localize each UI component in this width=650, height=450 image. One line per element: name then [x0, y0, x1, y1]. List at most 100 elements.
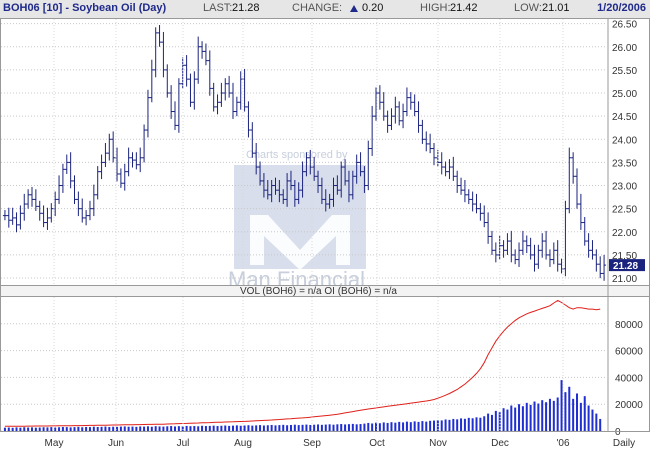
price-bar — [493, 242, 498, 263]
volume-bar — [301, 424, 304, 431]
volume-bar — [181, 426, 184, 431]
price-bar — [439, 152, 444, 175]
high-label: HIGH: — [420, 2, 451, 14]
price-tick-label: 25.50 — [612, 66, 637, 77]
price-bar — [192, 71, 197, 110]
price-bar — [273, 177, 278, 195]
low-label: LOW: — [514, 2, 542, 14]
volume-bar — [208, 425, 211, 431]
price-bar — [544, 230, 549, 260]
price-bar — [416, 101, 421, 133]
volume-bar — [85, 426, 88, 431]
volume-bar — [394, 422, 397, 431]
volume-bar — [189, 426, 192, 431]
price-bar — [68, 152, 73, 189]
volume-bar — [255, 425, 258, 431]
volume-panel-title: VOL (BOH6) = n/a OI (BOH6) = n/a — [240, 286, 397, 297]
price-bar — [598, 256, 603, 279]
month-label: Oct — [369, 438, 385, 449]
price-bar — [590, 240, 595, 260]
month-label: Sep — [303, 438, 321, 449]
price-bar — [288, 170, 293, 191]
date-axis: May Jun Jul Aug Sep Oct Nov Dec '06 Daily — [45, 19, 635, 449]
price-bar — [265, 179, 270, 200]
volume-bar — [456, 419, 459, 431]
price-bar — [397, 101, 402, 126]
volume-bar — [154, 426, 157, 431]
volume-bar — [228, 425, 231, 431]
price-bar — [489, 230, 494, 255]
price-bar — [281, 189, 286, 205]
price-bar — [6, 207, 11, 228]
volume-bar — [502, 408, 505, 431]
price-bar — [130, 152, 135, 168]
volume-bar — [309, 424, 312, 431]
volume-bar — [340, 424, 343, 431]
price-bar — [428, 133, 433, 154]
volume-bar — [367, 422, 370, 431]
price-bar — [300, 161, 305, 198]
up-arrow-icon — [350, 5, 358, 12]
price-bar — [261, 173, 266, 198]
price-bar — [547, 249, 552, 267]
volume-bar — [127, 426, 130, 431]
price-bar — [246, 101, 251, 138]
volume-bar — [96, 426, 99, 431]
volume-bar — [525, 402, 528, 431]
month-label: Jun — [108, 438, 124, 449]
volume-axis: 0 20000 40000 60000 80000 — [615, 320, 643, 438]
price-bar — [304, 152, 309, 177]
volume-bar — [177, 426, 180, 431]
high-value: 21.42 — [450, 2, 478, 14]
volume-bar — [30, 427, 33, 431]
price-bar — [362, 166, 367, 193]
volume-bar — [235, 425, 238, 431]
volume-bar — [413, 421, 416, 431]
volume-bar — [375, 422, 378, 431]
price-bar — [459, 177, 464, 195]
volume-bar — [185, 425, 188, 431]
volume-bar — [162, 426, 165, 431]
volume-bar — [7, 427, 10, 431]
volume-bar — [398, 421, 401, 431]
volume-bar — [77, 426, 80, 431]
price-bar — [18, 205, 23, 230]
price-bar — [312, 156, 317, 181]
volume-bar — [587, 405, 590, 431]
month-label: '06 — [556, 438, 569, 449]
price-bar — [319, 177, 324, 205]
price-bar — [381, 92, 386, 121]
price-bar — [138, 147, 143, 173]
volume-bar — [239, 425, 242, 431]
volume-bar — [506, 409, 509, 431]
volume-bar — [579, 402, 582, 431]
volume-bar — [564, 392, 567, 431]
price-bar — [540, 233, 545, 258]
price-bar — [14, 212, 19, 233]
volume-bar — [576, 393, 579, 431]
price-bar — [343, 159, 348, 186]
price-bar — [215, 94, 220, 115]
volume-bar — [305, 424, 308, 431]
volume-bar — [278, 425, 281, 431]
volume-bar — [274, 425, 277, 431]
price-bar — [532, 244, 537, 272]
price-bar — [478, 203, 483, 221]
volume-tick-label: 80000 — [615, 320, 643, 331]
volume-bar — [537, 403, 540, 431]
volume-bar — [104, 426, 107, 431]
price-tick-label: 26.00 — [612, 43, 637, 54]
price-bar — [173, 101, 178, 131]
volume-bar — [548, 398, 551, 431]
price-tick-label: 26.50 — [612, 20, 637, 31]
volume-bar — [193, 426, 196, 431]
volume-bar — [88, 427, 91, 431]
price-bar — [435, 149, 440, 168]
volume-bar — [405, 421, 408, 431]
last-value: 21.28 — [232, 2, 260, 14]
price-bar — [462, 179, 467, 203]
volume-bar — [15, 427, 18, 431]
month-label: Aug — [234, 438, 252, 449]
volume-bar — [556, 397, 559, 431]
volume-bar — [19, 427, 22, 431]
